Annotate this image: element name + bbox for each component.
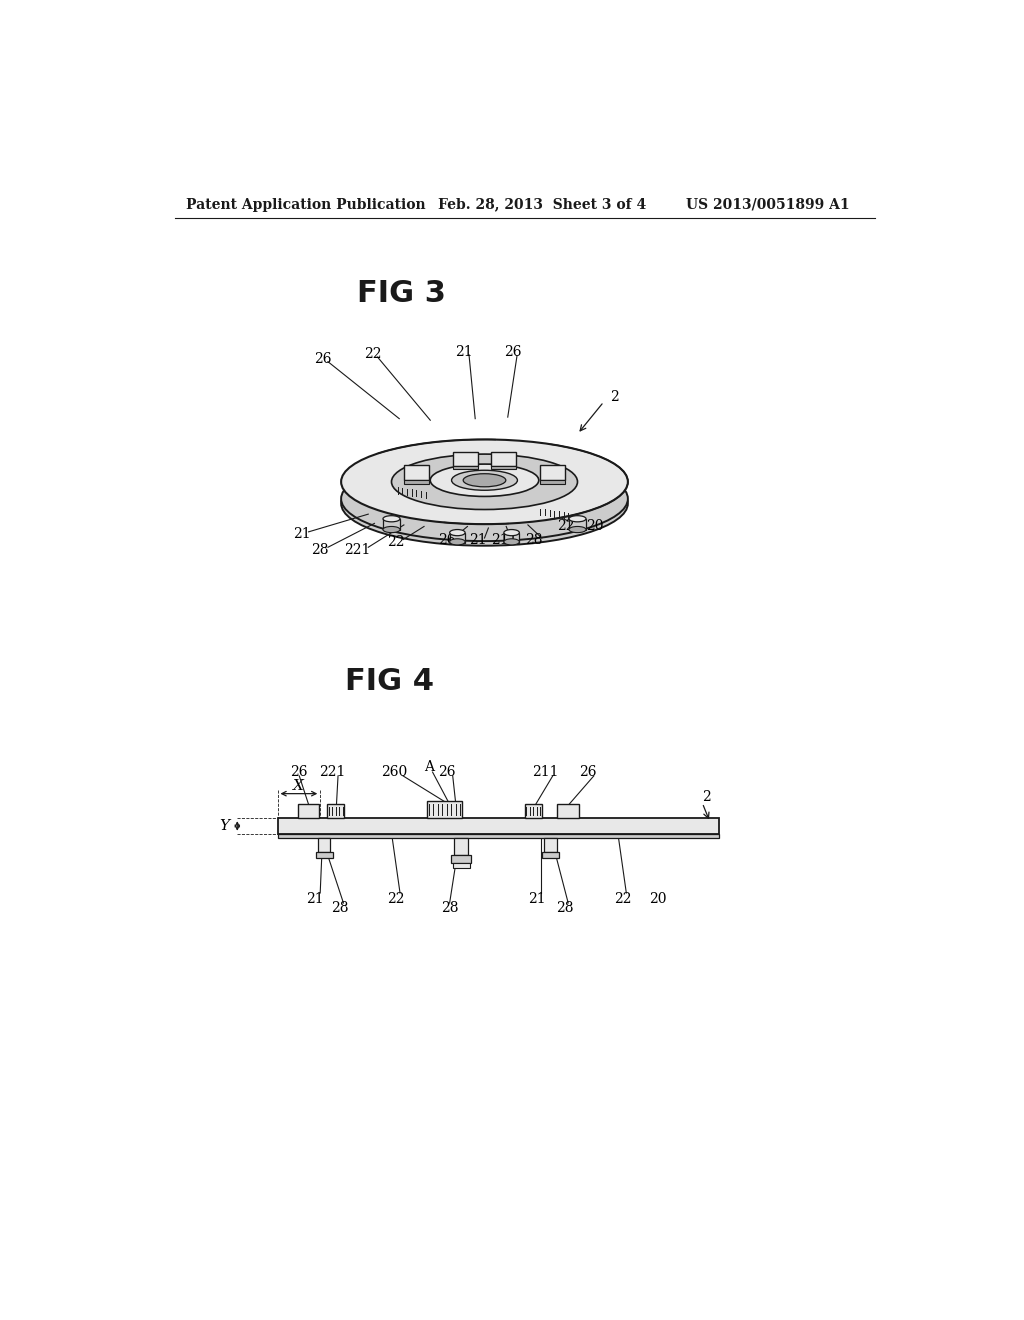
Text: X: X: [294, 779, 304, 793]
Text: Feb. 28, 2013  Sheet 3 of 4: Feb. 28, 2013 Sheet 3 of 4: [438, 198, 646, 211]
Ellipse shape: [569, 527, 586, 532]
Text: 28: 28: [331, 902, 348, 915]
Ellipse shape: [391, 454, 578, 510]
FancyBboxPatch shape: [278, 834, 719, 838]
Ellipse shape: [569, 516, 586, 521]
FancyBboxPatch shape: [542, 853, 559, 858]
Text: A: A: [424, 760, 434, 774]
FancyBboxPatch shape: [427, 801, 462, 818]
Text: 221: 221: [344, 543, 371, 557]
Polygon shape: [403, 465, 429, 480]
FancyBboxPatch shape: [504, 533, 519, 543]
Polygon shape: [541, 465, 565, 480]
FancyBboxPatch shape: [544, 838, 557, 853]
FancyBboxPatch shape: [315, 853, 333, 858]
Text: 22: 22: [387, 535, 404, 549]
Ellipse shape: [463, 474, 506, 487]
Text: 28: 28: [441, 902, 459, 915]
Ellipse shape: [450, 539, 465, 545]
FancyBboxPatch shape: [557, 804, 579, 818]
Ellipse shape: [450, 529, 465, 536]
FancyBboxPatch shape: [453, 863, 470, 867]
Ellipse shape: [504, 539, 519, 545]
Polygon shape: [403, 480, 429, 484]
Text: 26: 26: [438, 766, 456, 779]
Text: 2: 2: [702, 789, 711, 804]
FancyBboxPatch shape: [278, 818, 719, 834]
Text: 26: 26: [291, 766, 308, 779]
Text: 26: 26: [438, 533, 456, 548]
Text: Patent Application Publication: Patent Application Publication: [186, 198, 426, 211]
Ellipse shape: [430, 465, 539, 496]
FancyBboxPatch shape: [524, 804, 542, 818]
Ellipse shape: [341, 457, 628, 541]
Polygon shape: [453, 466, 477, 470]
FancyBboxPatch shape: [298, 804, 319, 818]
Text: 26: 26: [314, 351, 332, 366]
Text: 211: 211: [531, 766, 558, 779]
Text: 21: 21: [306, 892, 324, 906]
Text: 20: 20: [648, 892, 666, 906]
Ellipse shape: [383, 527, 400, 532]
Text: 21: 21: [528, 892, 546, 906]
Polygon shape: [453, 451, 477, 466]
Ellipse shape: [341, 440, 628, 524]
Ellipse shape: [504, 529, 519, 536]
Text: 22: 22: [557, 520, 574, 533]
Polygon shape: [492, 466, 516, 470]
Text: 22: 22: [613, 892, 631, 906]
Text: 22: 22: [387, 892, 404, 906]
FancyBboxPatch shape: [452, 855, 471, 863]
Text: 20: 20: [586, 520, 603, 533]
Text: 2: 2: [610, 391, 618, 404]
Ellipse shape: [452, 470, 517, 490]
Ellipse shape: [383, 516, 400, 521]
Text: 211: 211: [492, 533, 518, 548]
Text: 28: 28: [525, 533, 543, 548]
Text: 22: 22: [365, 347, 382, 360]
FancyBboxPatch shape: [328, 804, 344, 818]
Text: 28: 28: [556, 902, 573, 915]
FancyBboxPatch shape: [317, 838, 331, 853]
Text: 26: 26: [579, 766, 596, 779]
Text: 26: 26: [504, 346, 521, 359]
Text: 21: 21: [469, 533, 487, 548]
Text: 221: 221: [318, 766, 345, 779]
Text: 28: 28: [311, 543, 329, 557]
Text: US 2013/0051899 A1: US 2013/0051899 A1: [686, 198, 850, 211]
Text: FIG 4: FIG 4: [345, 668, 434, 697]
Text: FIG 3: FIG 3: [356, 279, 445, 308]
Polygon shape: [541, 480, 565, 484]
Text: Y: Y: [219, 818, 229, 833]
FancyBboxPatch shape: [450, 533, 465, 543]
FancyBboxPatch shape: [455, 838, 468, 855]
FancyBboxPatch shape: [383, 519, 400, 529]
Text: 21: 21: [456, 345, 473, 359]
Text: 260: 260: [381, 766, 407, 779]
Polygon shape: [492, 451, 516, 466]
Text: 21: 21: [294, 527, 311, 541]
Ellipse shape: [341, 461, 628, 545]
FancyBboxPatch shape: [569, 519, 586, 529]
